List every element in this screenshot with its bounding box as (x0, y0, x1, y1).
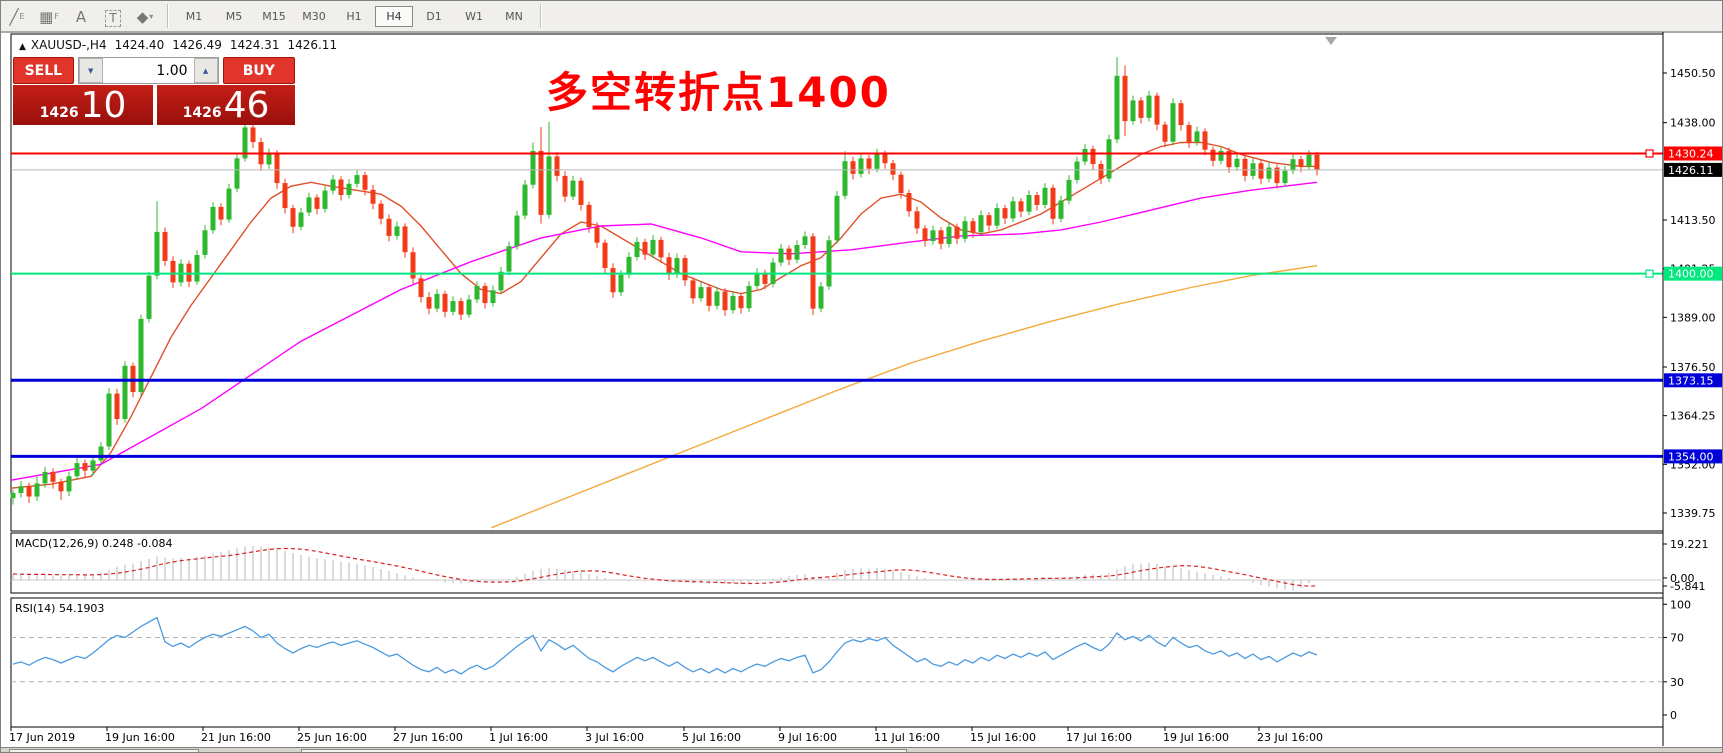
svg-text:9 Jul 16:00: 9 Jul 16:00 (778, 731, 837, 744)
chart-tab-1[interactable] (9, 749, 199, 752)
svg-text:70: 70 (1670, 632, 1684, 645)
svg-text:5 Jul 16:00: 5 Jul 16:00 (682, 731, 741, 744)
svg-text:19 Jul 16:00: 19 Jul 16:00 (1163, 731, 1229, 744)
rsi-label: RSI(14) 54.1903 (15, 602, 104, 615)
chart-title-bar: ▲ XAUUSD-,H4 1424.40 1426.49 1424.31 1426.11 (19, 38, 337, 52)
ohlc-low: 1424.31 (229, 38, 280, 52)
tf-button-d1[interactable]: D1 (426, 9, 442, 23)
svg-text:0.00: 0.00 (1670, 572, 1695, 585)
svg-text:19.221: 19.221 (1670, 538, 1709, 551)
toolbar-icon-group: ╱ E ▦ F A T ◆ ▾ (1, 5, 161, 27)
svg-text:1430.24: 1430.24 (1668, 147, 1714, 160)
svg-text:1389.00: 1389.00 (1670, 311, 1716, 324)
sell-button[interactable]: SELL (13, 57, 74, 84)
svg-text:3 Jul 16:00: 3 Jul 16:00 (585, 731, 644, 744)
collapse-trade-panel-icon[interactable]: ▲ (19, 42, 26, 52)
timeframe-buttons: M1 M5 M15 M30 H1 H4 D1 W1 MN (174, 5, 534, 27)
svg-text:1354.00: 1354.00 (1668, 450, 1714, 463)
sell-price-pips: 10 (80, 85, 127, 126)
ohlc-close: 1426.11 (287, 38, 338, 52)
svg-text:1413.50: 1413.50 (1670, 214, 1716, 227)
ohlc-open: 1424.40 (114, 38, 165, 52)
svg-text:1 Jul 16:00: 1 Jul 16:00 (489, 731, 548, 744)
svg-text:19 Jun 16:00: 19 Jun 16:00 (105, 731, 175, 744)
svg-text:1373.15: 1373.15 (1668, 374, 1714, 387)
svg-text:0: 0 (1670, 709, 1677, 722)
tf-button-m5[interactable]: M5 (225, 9, 243, 23)
volume-stepper: ▼ ▲ (77, 57, 219, 84)
tf-button-m15[interactable]: M15 (262, 9, 286, 23)
tf-button-h4[interactable]: H4 (375, 5, 413, 27)
macd-label: MACD(12,26,9) 0.248 -0.084 (15, 537, 173, 550)
toolbar-separator (167, 4, 168, 28)
ma-long[interactable] (490, 265, 1318, 529)
price-axis[interactable]: 1450.501438.001413.501401.251389.001376.… (1662, 32, 1723, 746)
line-studies-icon[interactable]: ╱ E (9, 8, 25, 26)
tf-button-m30[interactable]: M30 (302, 9, 326, 23)
svg-text:1376.50: 1376.50 (1670, 361, 1716, 374)
text-icon[interactable]: A (75, 8, 87, 26)
chart-area: 1450.501438.001413.501401.251389.001376.… (1, 31, 1723, 753)
one-click-trading-panel: SELL ▼ ▲ BUY 1426 10 1426 46 (13, 57, 295, 125)
sell-price-main: 1426 (39, 105, 79, 121)
ohlc-high: 1426.49 (172, 38, 222, 52)
svg-text:1450.50: 1450.50 (1670, 67, 1716, 80)
svg-text:11 Jul 16:00: 11 Jul 16:00 (874, 731, 940, 744)
svg-text:1438.00: 1438.00 (1670, 117, 1716, 130)
svg-text:17 Jul 16:00: 17 Jul 16:00 (1066, 731, 1132, 744)
chart-text-annotation[interactable]: 多空转折点1400 (546, 68, 891, 117)
text-label-icon[interactable]: T (100, 5, 126, 27)
volume-decrease-icon[interactable]: ▼ (78, 58, 103, 83)
chart-canvas[interactable]: 1450.501438.001413.501401.251389.001376.… (1, 31, 1723, 753)
svg-text:30: 30 (1670, 676, 1684, 689)
buy-price-button[interactable]: 1426 46 (157, 85, 295, 125)
chart-tab-2[interactable] (301, 749, 907, 752)
fibonacci-icon[interactable]: ▦ F (39, 8, 59, 26)
tf-button-w1[interactable]: W1 (465, 9, 483, 23)
macd-panel: MACD(12,26,9) 0.248 -0.084 19.221 0.00-5.8… (10, 532, 1709, 594)
horizontal-lines (11, 149, 1663, 458)
tf-button-mn[interactable]: MN (505, 9, 523, 23)
sell-price-button[interactable]: 1426 10 (13, 85, 153, 125)
ma-mid[interactable] (10, 181, 1318, 481)
volume-increase-icon[interactable]: ▲ (193, 58, 218, 83)
svg-text:1364.25: 1364.25 (1670, 410, 1716, 423)
volume-input[interactable] (102, 58, 194, 83)
svg-text:21 Jun 16:00: 21 Jun 16:00 (201, 731, 271, 744)
svg-text:100: 100 (1670, 598, 1691, 611)
toolbar: ╱ E ▦ F A T ◆ ▾ M1 M5 M15 M30 H1 H4 D1 W1 MN (1, 1, 1722, 32)
tf-button-m1[interactable]: M1 (185, 9, 203, 23)
svg-text:27 Jun 16:00: 27 Jun 16:00 (393, 731, 463, 744)
chart-shift-marker-icon[interactable] (1325, 37, 1337, 45)
tf-button-h1[interactable]: H1 (346, 9, 362, 23)
rsi-panel: 100 70 30 0 RSI(14) 54.1903 (10, 597, 1691, 728)
time-axis[interactable]: 17 Jun 2019 19 Jun 16:00 21 Jun 16:00 25 Ju… (9, 727, 1323, 744)
rsi-line (12, 616, 1318, 675)
toolbar-separator-2 (540, 4, 541, 28)
svg-text:25 Jun 16:00: 25 Jun 16:00 (297, 731, 367, 744)
svg-text:17 Jun 2019: 17 Jun 2019 (9, 731, 75, 744)
buy-button[interactable]: BUY (222, 57, 295, 84)
symbol-label: XAUUSD-,H4 (30, 38, 107, 52)
svg-text:1426.11: 1426.11 (1668, 164, 1714, 177)
svg-text:-5.841: -5.841 (1670, 580, 1705, 593)
buy-price-main: 1426 (182, 105, 222, 121)
svg-text:23 Jul 16:00: 23 Jul 16:00 (1257, 731, 1323, 744)
buy-price-pips: 46 (223, 85, 270, 126)
svg-text:1339.75: 1339.75 (1670, 507, 1716, 520)
svg-text:15 Jul 16:00: 15 Jul 16:00 (970, 731, 1036, 744)
macd-signal-line (12, 547, 1318, 587)
chart-tab-strip (1, 747, 1722, 752)
shapes-icon[interactable]: ◆ ▾ (136, 8, 154, 26)
svg-text:1400.00: 1400.00 (1668, 268, 1714, 281)
